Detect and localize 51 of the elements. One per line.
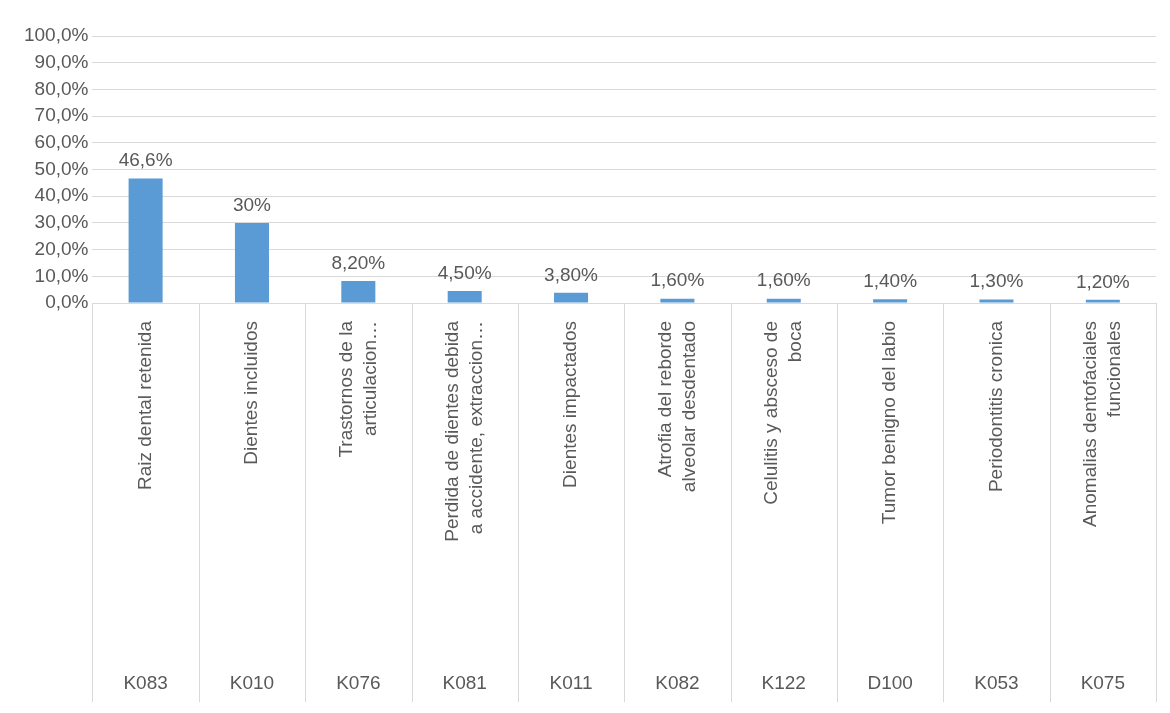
x-tick-label: Anomalias dentofaciales funcionales xyxy=(1079,321,1125,527)
x-tick-label: Tumor benigno del labio xyxy=(878,321,900,525)
bar xyxy=(554,292,589,303)
bar xyxy=(979,299,1014,303)
y-tick-label: 20,0% xyxy=(34,237,89,259)
bar xyxy=(341,281,376,303)
text: K053 xyxy=(974,672,1019,694)
y-tick-label: 90,0% xyxy=(34,50,89,72)
data-label: 8,20% xyxy=(331,251,386,273)
text: K075 xyxy=(1080,672,1126,694)
text: K081 xyxy=(442,672,487,694)
y-tick-label: 70,0% xyxy=(34,104,89,126)
x-tick-label: Raiz dental retenida xyxy=(133,320,155,490)
x-tick-label: Celulitis y absceso de boca xyxy=(759,320,805,505)
y-tick-label: 50,0% xyxy=(34,157,89,179)
y-tick-label: 40,0% xyxy=(34,184,89,206)
text: K010 xyxy=(229,672,275,694)
data-label: 1,40% xyxy=(863,270,918,291)
text: K082 xyxy=(655,672,700,694)
data-label: 1,30% xyxy=(969,270,1024,292)
y-tick-label: 0,0% xyxy=(45,291,89,313)
data-label: 30% xyxy=(232,193,272,215)
y-tick-label: 100,0% xyxy=(23,24,89,46)
y-tick-label: 10,0% xyxy=(34,264,89,286)
y-tick-label: 80,0% xyxy=(34,77,89,99)
x-tick-label: Perdida de dientes debida a accidente, extraccion… xyxy=(440,320,486,542)
data-label: 1,20% xyxy=(1075,270,1130,292)
x-tick-label: Dientes impactados xyxy=(559,321,581,488)
data-label: 1,60% xyxy=(650,269,705,291)
y-tick-label: 30,0% xyxy=(34,211,89,233)
bar xyxy=(660,298,695,303)
y-tick-label: 60,0% xyxy=(34,131,89,153)
bar xyxy=(873,299,908,303)
text: K076 xyxy=(336,672,381,694)
x-tick-label: Dientes incluidos xyxy=(240,321,262,465)
text: D100 xyxy=(867,672,913,694)
text: K122 xyxy=(761,672,806,694)
text: K083 xyxy=(123,672,168,694)
data-label: 3,80% xyxy=(544,263,599,285)
data-label: 46,6% xyxy=(118,149,173,171)
bar xyxy=(128,178,163,303)
bar xyxy=(447,290,482,303)
text: K011 xyxy=(549,672,593,694)
bar xyxy=(234,222,269,303)
bar xyxy=(1085,299,1120,303)
bar xyxy=(766,298,801,303)
x-tick-label: Atrofia del reborde alveolar desdentado xyxy=(653,321,699,493)
x-tick-label: Periodontitis cronica xyxy=(984,320,1006,493)
x-tick-label: Trastornos de la articulacion… xyxy=(334,320,380,458)
data-label: 4,50% xyxy=(437,261,492,283)
data-label: 1,60% xyxy=(756,269,811,291)
